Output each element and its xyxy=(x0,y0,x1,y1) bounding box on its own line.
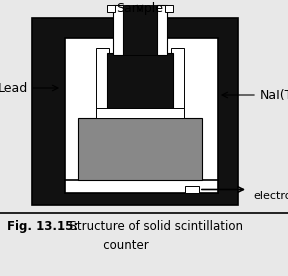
Bar xyxy=(78,118,202,180)
Bar xyxy=(65,180,218,193)
Bar xyxy=(113,5,123,55)
Bar xyxy=(171,48,184,113)
Text: Structure of solid scintillation
           counter: Structure of solid scintillation counter xyxy=(62,220,243,252)
Bar xyxy=(107,53,173,108)
Text: electronics: electronics xyxy=(253,191,288,201)
Bar xyxy=(32,18,238,205)
Bar xyxy=(123,5,157,55)
Bar xyxy=(96,108,184,118)
Text: Lead: Lead xyxy=(0,81,28,94)
Bar xyxy=(185,186,199,193)
Bar xyxy=(157,5,167,55)
Text: NaI(TI): NaI(TI) xyxy=(260,89,288,102)
Bar xyxy=(165,5,173,12)
Bar xyxy=(96,48,109,113)
Text: Sample: Sample xyxy=(117,2,164,15)
Bar xyxy=(107,5,115,12)
Bar xyxy=(65,38,218,193)
Text: Fig. 13.15:: Fig. 13.15: xyxy=(7,220,78,233)
